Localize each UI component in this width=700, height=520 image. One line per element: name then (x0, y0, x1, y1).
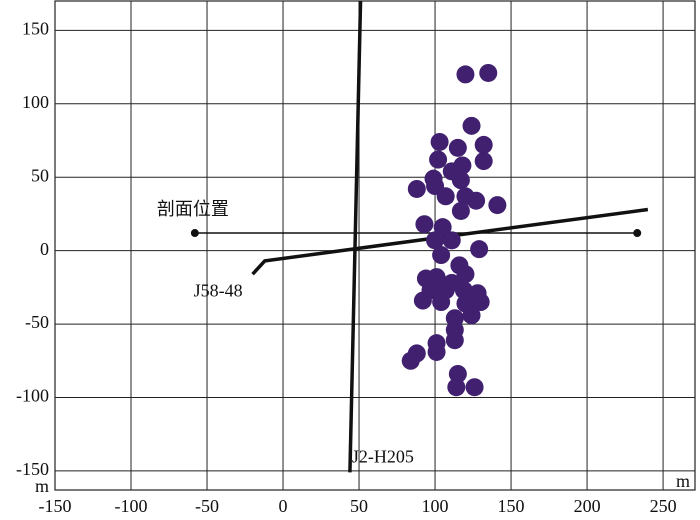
point (415, 215, 434, 234)
x-tick-label: 150 (498, 496, 525, 516)
point (471, 293, 490, 312)
y-tick-label: -50 (25, 312, 49, 332)
point (448, 138, 467, 157)
y-tick-label: 150 (22, 18, 49, 38)
point (470, 240, 489, 259)
point (401, 351, 420, 370)
point (465, 378, 484, 397)
point (447, 378, 466, 397)
line-label: J58-48 (194, 280, 243, 300)
y-tick-label: 50 (31, 165, 49, 185)
y-tick-label: -150 (16, 459, 49, 479)
point (467, 191, 486, 210)
line (251, 207, 649, 276)
x-tick-label: -150 (39, 496, 72, 516)
point (454, 281, 473, 300)
point (413, 291, 432, 310)
y-unit: m (35, 476, 49, 496)
y-tick-label: 100 (22, 92, 49, 112)
y-tick-label: -100 (16, 386, 49, 406)
point (479, 63, 498, 82)
line-label: J2-H205 (352, 447, 414, 467)
plot-frame (54, 0, 696, 491)
point (448, 364, 467, 383)
x-tick-label: -50 (195, 496, 219, 516)
point (462, 116, 481, 135)
x-unit: m (676, 471, 690, 491)
x-tick-label: 50 (350, 496, 368, 516)
point (436, 187, 455, 206)
point (474, 135, 493, 154)
x-tick-label: 200 (574, 496, 601, 516)
point (430, 132, 449, 151)
point (432, 246, 451, 265)
line-label: 剖面位置 (157, 199, 229, 219)
point (456, 265, 475, 284)
point (442, 231, 461, 250)
x-tick-label: 100 (422, 496, 449, 516)
point (433, 218, 452, 237)
x-tick-label: 0 (279, 496, 288, 516)
point (432, 293, 451, 312)
y-tick-label: 0 (40, 239, 49, 259)
line (348, 0, 363, 473)
point (427, 342, 446, 361)
point (429, 150, 448, 169)
point (456, 65, 475, 84)
point (407, 179, 426, 198)
point (445, 331, 464, 350)
line-marker (633, 229, 642, 238)
x-tick-label: -100 (115, 496, 148, 516)
point (451, 171, 470, 190)
point (451, 201, 470, 220)
point (488, 196, 507, 215)
point (462, 306, 481, 325)
x-tick-label: 250 (650, 496, 677, 516)
line-marker (190, 229, 199, 238)
point (474, 152, 493, 171)
point (426, 231, 445, 250)
